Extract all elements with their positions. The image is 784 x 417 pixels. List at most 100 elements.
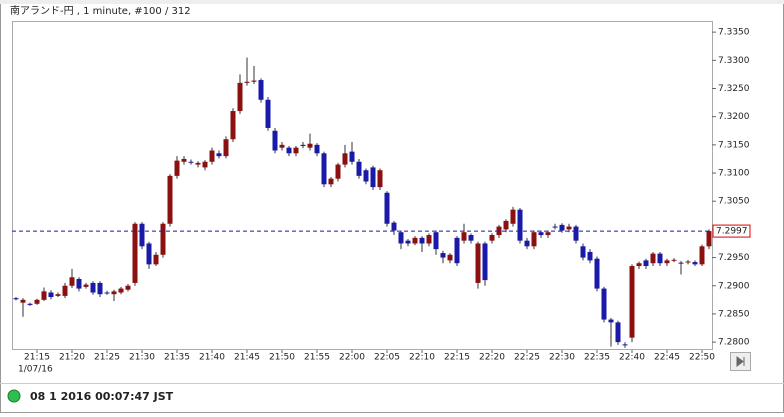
candle-body (13, 298, 19, 300)
x-tick-label: 21:35 (164, 353, 190, 363)
candle-body (503, 220, 509, 230)
candle-body (69, 277, 75, 286)
candle-body (629, 266, 635, 338)
candle-body (20, 299, 26, 303)
candle-body (279, 144, 285, 148)
x-tick-label: 22:40 (619, 353, 645, 363)
candle-body (545, 232, 551, 236)
candle-body (552, 226, 558, 228)
candle-body (559, 224, 565, 231)
x-tick-label: 21:30 (129, 353, 155, 363)
candle-body (132, 223, 138, 283)
candle-body (55, 294, 61, 296)
candle-body (174, 160, 180, 176)
candle-body (90, 282, 96, 293)
candle-body (48, 292, 54, 298)
candle-body (300, 144, 306, 146)
candle-body (328, 178, 334, 185)
candle-body (76, 278, 82, 289)
candle-body (405, 240, 411, 244)
candle-body (454, 237, 460, 264)
candle-body (244, 81, 250, 83)
x-tick-label: 22:00 (339, 353, 365, 363)
x-tick-label: 21:20 (59, 353, 85, 363)
candle-body (671, 259, 677, 261)
candle-body (216, 153, 222, 157)
candle-body (111, 291, 117, 295)
candle-body (286, 147, 292, 154)
candle-body (251, 80, 257, 82)
candle-body (510, 209, 516, 224)
candle-body (601, 288, 607, 320)
candle-body (160, 223, 166, 255)
candle-body (370, 167, 376, 188)
candle-body (699, 246, 705, 265)
candle-body (62, 285, 68, 296)
x-tick-label: 22:15 (444, 353, 470, 363)
candle-body (678, 262, 684, 264)
candle-body (685, 261, 691, 263)
candle-body (426, 235, 432, 244)
plot-area (12, 21, 713, 350)
candle-body (34, 299, 40, 304)
candle-body (27, 303, 33, 305)
candle-body (622, 344, 628, 346)
x-tick-label: 21:45 (234, 353, 260, 363)
candle-body (692, 262, 698, 265)
candle-body (664, 260, 670, 264)
candle-body (461, 232, 467, 241)
x-tick-label: 21:25 (94, 353, 120, 363)
candle-body (223, 139, 229, 157)
candle-body (433, 232, 439, 250)
candle-body (307, 143, 313, 148)
y-tick-label: 7.2850 (718, 309, 750, 319)
candle-body (258, 80, 264, 100)
candle-body (146, 243, 152, 265)
candle-body (181, 158, 187, 162)
candle-body (524, 240, 530, 247)
candle-body (321, 153, 327, 185)
candle-body (237, 82, 243, 112)
candle-body (468, 235, 474, 241)
candle-body (636, 263, 642, 267)
x-tick-label: 22:05 (374, 353, 400, 363)
candle-body (538, 232, 544, 236)
candle-body (440, 253, 446, 258)
candle-body (153, 254, 159, 265)
top-strip (0, 0, 784, 4)
candle-body (349, 151, 355, 162)
y-tick-label: 7.3250 (718, 84, 750, 94)
candle-body (482, 243, 488, 281)
x-tick-label: 21:15 (24, 353, 50, 363)
candle-body (531, 232, 537, 247)
candle-body (41, 291, 47, 300)
candle-body (580, 246, 586, 258)
candle-body (566, 226, 572, 230)
x-tick-label: 22:45 (654, 353, 680, 363)
candle-body (125, 285, 131, 290)
candle-body (202, 161, 208, 168)
candle-body (272, 130, 278, 151)
x-tick-label: 22:20 (479, 353, 505, 363)
candle-body (377, 170, 383, 188)
candle-body (167, 175, 173, 224)
y-tick-label: 7.3350 (718, 28, 750, 38)
status-time: 08 1 2016 00:07:47 JST (30, 390, 174, 403)
candle-body (447, 254, 453, 261)
candle-body (608, 319, 614, 323)
candle-body (363, 170, 369, 182)
candle-body (139, 223, 145, 247)
candle-body (188, 161, 194, 163)
x-tick-label: 22:50 (689, 353, 715, 363)
y-tick-label: 7.3050 (718, 197, 750, 207)
candle-body (594, 258, 600, 289)
candle-body (475, 243, 481, 283)
candle-body (356, 161, 362, 176)
candle-body (230, 111, 236, 140)
y-tick-label: 7.3300 (718, 56, 750, 66)
candle-body (293, 147, 299, 154)
chart-title: 南アランド-円 , 1 minute, #100 / 312 (10, 4, 191, 17)
candle-body (265, 99, 271, 128)
y-tick-label: 7.3150 (718, 140, 750, 150)
candle-body (587, 251, 593, 261)
